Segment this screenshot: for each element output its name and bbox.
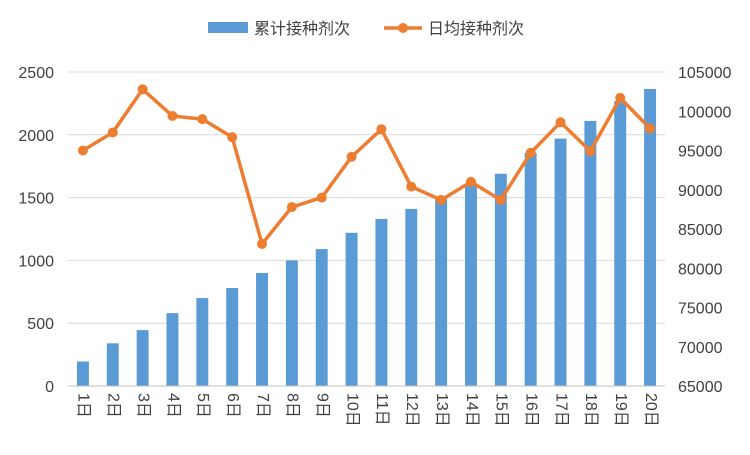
bar xyxy=(315,249,328,386)
y-left-tick-label: 1500 xyxy=(18,191,54,208)
x-tick-label: 8日 xyxy=(284,393,301,418)
x-tick-label: 9日 xyxy=(313,393,330,418)
line-point xyxy=(316,192,327,203)
x-tick-label: 17日 xyxy=(552,393,569,427)
line-point xyxy=(495,194,506,205)
x-tick-label: 1日 xyxy=(75,393,92,418)
bar xyxy=(256,272,268,386)
x-tick-label: 16日 xyxy=(522,393,539,427)
gridlines xyxy=(68,71,665,324)
y-right-tick-label: 105000 xyxy=(678,65,731,82)
bar xyxy=(226,288,239,386)
line-point xyxy=(555,117,566,128)
x-tick-label: 14日 xyxy=(463,393,480,427)
bar xyxy=(166,313,179,386)
x-tick-label: 18日 xyxy=(582,393,599,427)
x-tick-label: 2日 xyxy=(105,393,122,418)
legend-swatch-bar xyxy=(208,22,248,33)
x-tick-label: 20日 xyxy=(642,393,659,427)
y-right-tick-label: 90000 xyxy=(678,183,723,200)
x-tick-label: 3日 xyxy=(134,393,151,418)
y-right-tick-label: 95000 xyxy=(678,144,723,161)
line-point xyxy=(645,123,656,134)
y-left-tick-label: 1000 xyxy=(18,253,54,270)
x-tick-label: 7日 xyxy=(254,393,271,418)
line-point xyxy=(346,151,357,162)
axes: 0 500 1000 1500 2000 2500 65000 70000 75000 80000… xyxy=(18,65,731,427)
y-right-tick-label: 75000 xyxy=(678,301,723,318)
bar xyxy=(614,100,627,386)
series-line xyxy=(82,87,652,246)
x-tick-label: 6日 xyxy=(224,393,241,418)
bar xyxy=(375,218,388,386)
y-right-tick-label: 65000 xyxy=(678,379,723,396)
y-left-tick-label: 2000 xyxy=(18,128,54,145)
line-point xyxy=(167,110,178,121)
line-point xyxy=(376,124,387,135)
bar xyxy=(465,185,477,386)
x-tick-label: 15日 xyxy=(493,393,510,427)
bar xyxy=(524,153,537,386)
bar xyxy=(106,343,119,386)
line-point xyxy=(436,194,447,205)
line-point xyxy=(585,146,596,157)
bar xyxy=(76,361,89,386)
line-point xyxy=(525,147,536,158)
legend-label-bar: 累计接种剂次 xyxy=(254,20,350,38)
y-right-tick-label: 70000 xyxy=(678,340,723,357)
legend: 累计接种剂次 日均接种剂次 xyxy=(208,20,524,38)
bar xyxy=(196,298,209,386)
legend-label-line: 日均接种剂次 xyxy=(428,20,524,38)
line-point xyxy=(406,181,417,192)
line-point xyxy=(257,238,268,249)
line-point xyxy=(77,145,88,156)
bar xyxy=(285,260,298,386)
bar xyxy=(405,208,418,386)
line-point xyxy=(197,114,208,125)
line-point xyxy=(286,202,297,213)
y-left-tick-label: 2500 xyxy=(18,65,54,82)
line-series xyxy=(77,84,656,249)
x-tick-label: 11日 xyxy=(373,393,390,426)
y-left-tick-label: 0 xyxy=(45,379,54,396)
legend-swatch-marker xyxy=(398,23,408,33)
line-point xyxy=(615,92,626,103)
bar xyxy=(435,198,448,386)
y-right-tick-label: 100000 xyxy=(678,104,731,121)
x-tick-label: 13日 xyxy=(433,393,450,427)
bar xyxy=(136,330,149,386)
line-point xyxy=(107,127,118,138)
bar xyxy=(345,232,358,386)
bar xyxy=(554,138,567,386)
x-tick-label: 10日 xyxy=(343,393,360,427)
bar xyxy=(644,88,657,387)
bar-series xyxy=(76,88,657,387)
x-tick-label: 4日 xyxy=(164,393,181,418)
line-point xyxy=(465,176,476,187)
x-tick-label: 12日 xyxy=(403,393,420,427)
x-tick-label: 19日 xyxy=(612,393,629,427)
line-point xyxy=(227,132,238,143)
y-left-tick-label: 500 xyxy=(27,316,54,333)
bar xyxy=(494,173,507,386)
y-right-tick-label: 85000 xyxy=(678,222,723,239)
y-right-tick-label: 80000 xyxy=(678,261,723,278)
bar xyxy=(584,120,597,386)
line-point xyxy=(137,84,148,95)
x-tick-label: 5日 xyxy=(194,393,211,418)
